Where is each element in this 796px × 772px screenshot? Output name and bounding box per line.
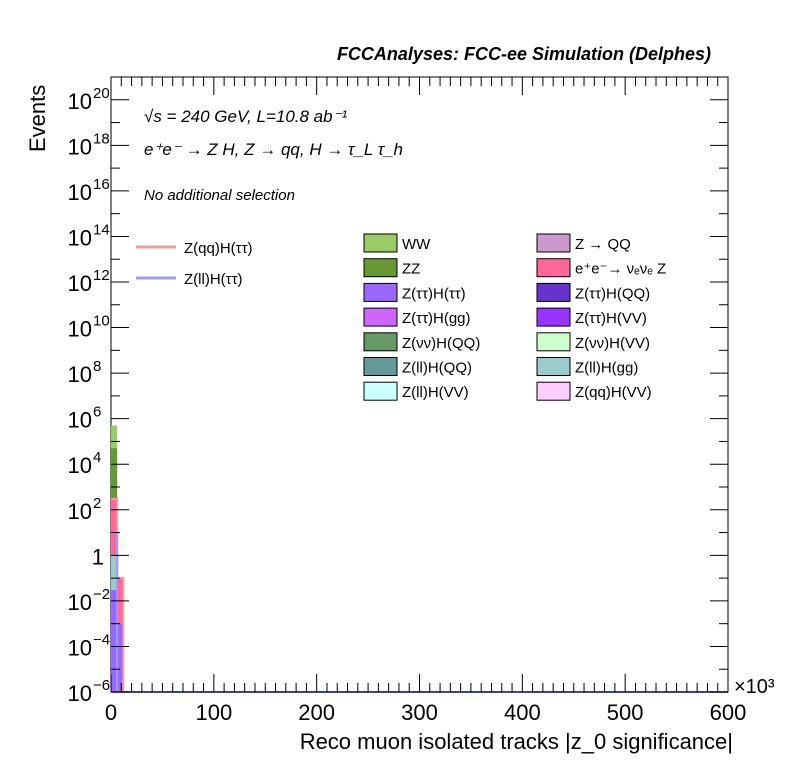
legend-fill-label: e⁺e⁻→ νₑνₑ Z [575,261,666,278]
series-line [111,497,728,693]
chart-title: FCCAnalyses: FCC-ee Simulation (Delphes) [337,44,711,64]
legend-fill-label: Z(ττ)H(ττ) [402,285,466,302]
legend-fill-label: WW [402,236,431,253]
legend-fill-swatch [363,282,398,302]
legend-fill-label: Z(νν)H(VV) [575,335,650,352]
legend-fill-swatch [363,357,398,376]
y-tick-exponent: 6 [93,404,101,421]
y-tick-label: 10 [68,681,92,706]
x-tick-label: 300 [401,700,438,725]
y-tick-label: 10 [68,590,92,615]
y-tick-label: 10 [68,134,92,159]
x-tick-label: 400 [504,700,541,725]
x-axis-multiplier: ×10³ [734,676,775,698]
y-tick-label: 10 [68,225,92,250]
y-tick-exponent: 16 [93,176,110,193]
y-tick-label: 10 [68,89,92,114]
legend-fill-label: Z(νν)H(QQ) [402,335,480,352]
x-tick-label: 100 [195,700,232,725]
legend-fill-swatch [536,357,571,376]
y-tick-exponent: 4 [93,449,101,466]
legend-fill-swatch [536,332,571,352]
y-tick-label: 10 [68,362,92,387]
legend-fill-swatch [363,332,398,352]
x-tick-label: 500 [607,700,644,725]
y-tick-exponent: 8 [93,358,101,375]
legend-line-label: Z(qq)H(ττ) [184,240,253,257]
legend-fill-swatch [363,381,398,401]
legend-fill-label: Z(ll)H(VV) [402,384,469,401]
y-tick-exponent: 14 [93,221,110,238]
y-tick-label: 10 [68,635,92,660]
legend-fill-label: ZZ [402,261,420,278]
legend-fill-swatch [536,282,571,302]
legend-fill-swatch [363,307,398,327]
y-tick-exponent: 10 [93,313,110,330]
y-tick-label: 10 [68,271,92,296]
legend-fill-swatch [363,233,398,253]
x-axis-title: Reco muon isolated tracks |z_0 significa… [300,729,733,754]
selection-label: No additional selection [144,187,295,204]
legend-fill-swatch [363,258,398,278]
lines-layer [111,497,728,693]
y-tick-label: 10 [68,408,92,433]
series-line [111,531,728,693]
y-tick-exponent: 18 [93,130,110,147]
y-tick-exponent: 20 [93,85,110,102]
legend: Z(qq)H(ττ) Z(ll)H(ττ) WW Z → QQ ZZ e⁺e⁻→ νₑνₑ… [136,233,666,401]
legend-fill-label: Z(ττ)H(QQ) [575,285,650,302]
legend-fill-label: Z(ττ)H(VV) [575,310,647,327]
y-tick-label: 10 [68,180,92,205]
y-tick-label: 10 [68,499,92,524]
legend-fill-label: Z → QQ [575,236,631,253]
y-tick-exponent: −2 [93,586,110,603]
process-label: e⁺e⁻ → Z H, Z → qq, H → τ_L τ_h [144,140,403,159]
x-tick-label: 200 [298,700,335,725]
bar [117,623,124,692]
energy-lumi-label: √s = 240 GeV, L=10.8 ab⁻¹ [144,107,348,126]
legend-fill-swatch [536,307,571,327]
y-tick-label: 10 [68,317,92,342]
legend-fill-swatch [536,381,571,401]
y-axis-title: Events [25,85,50,152]
bar [111,590,118,692]
legend-fill-label: Z(ττ)H(gg) [402,310,471,327]
y-tick-exponent: −6 [93,677,110,694]
legend-fill-swatch [536,233,571,253]
legend-fill-label: Z(qq)H(VV) [575,384,652,401]
y-tick-label: 1 [92,544,104,569]
x-tick-label: 0 [105,700,117,725]
legend-fill-label: Z(ll)H(QQ) [402,360,472,377]
x-tick-label: 600 [710,700,747,725]
y-tick-exponent: −4 [93,631,110,648]
legend-fill-swatch [536,258,571,278]
y-tick-label: 10 [68,453,92,478]
y-tick-exponent: 12 [93,267,110,284]
legend-fill-label: Z(ll)H(gg) [575,360,638,377]
y-tick-exponent: 2 [93,495,101,512]
legend-line-label: Z(ll)H(ττ) [184,271,243,288]
